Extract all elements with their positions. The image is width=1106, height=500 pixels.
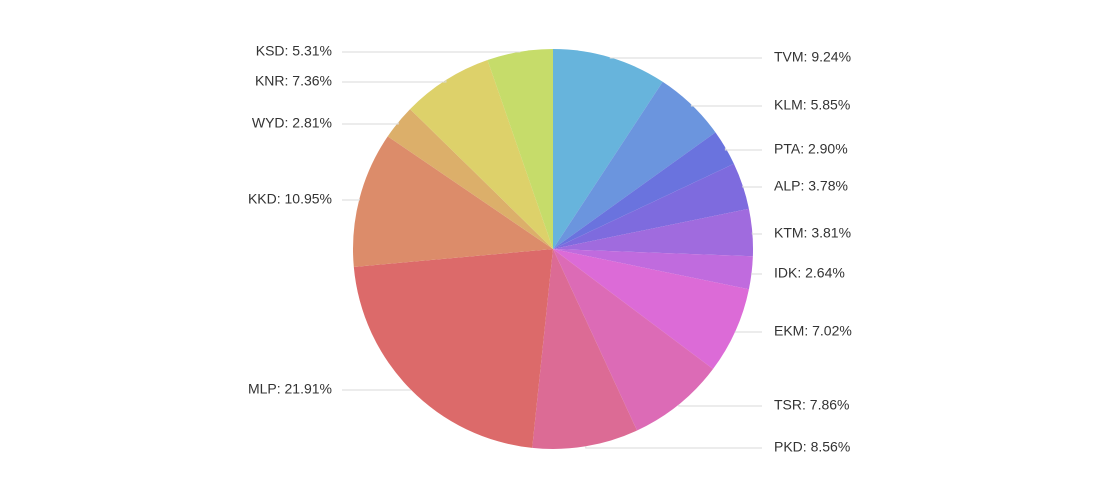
leaders-layer [342,51,762,449]
slice-label-kkd: KKD: 10.95% [248,191,332,207]
slice-label-ekm: EKM: 7.02% [774,323,852,339]
leader-line-ktm [751,232,762,235]
slice-label-tsr: TSR: 7.86% [774,397,849,413]
leader-line-alp [742,185,762,188]
leader-line-pkd [585,446,762,449]
pie-slice-mlp[interactable] [353,249,553,448]
pie-slice-knr[interactable] [410,60,553,249]
pie-slice-ktm[interactable] [553,208,754,257]
pie-slice-tvm[interactable] [553,49,663,249]
pie-slice-klm[interactable] [553,81,716,250]
pie-slice-ksd[interactable] [487,49,554,249]
slice-label-knr: KNR: 7.36% [255,73,332,89]
slices-layer [353,49,754,449]
labels-layer: TVM: 9.24% KLM: 5.85% PTA: 2.90% ALP: 3.78%… [248,43,852,455]
leader-line-wyd [342,122,399,125]
slice-label-ksd: KSD: 5.31% [256,43,332,59]
slice-label-ktm: KTM: 3.81% [774,225,851,241]
pie-slice-kkd[interactable] [353,136,553,267]
leader-line-idk [751,272,762,275]
slice-label-pta: PTA: 2.90% [774,141,848,157]
pie-slice-alp[interactable] [553,163,749,249]
leader-line-tsr [678,404,762,407]
pie-slice-pta[interactable] [553,132,734,249]
slice-label-pkd: PKD: 8.56% [774,439,850,455]
pie-slice-idk[interactable] [553,249,753,290]
leader-line-ekm [734,331,762,333]
slice-label-alp: ALP: 3.78% [774,178,848,194]
pie-slice-wyd[interactable] [387,109,553,249]
leader-line-kkd [342,198,360,201]
leader-line-mlp [342,389,412,391]
slice-label-tvm: TVM: 9.24% [774,49,851,65]
leader-line-tvm [609,57,762,59]
leader-line-knr [342,80,447,83]
slice-label-klm: KLM: 5.85% [774,97,850,113]
leader-line-klm [690,104,762,107]
slice-label-wyd: WYD: 2.81% [252,115,332,131]
pie-slice-pkd[interactable] [532,249,638,449]
pie-slice-ekm[interactable] [553,249,749,369]
slice-label-idk: IDK: 2.64% [774,265,845,281]
pie-slice-tsr[interactable] [553,249,714,431]
leader-line-pta [724,147,762,151]
slice-label-mlp: MLP: 21.91% [248,381,332,397]
